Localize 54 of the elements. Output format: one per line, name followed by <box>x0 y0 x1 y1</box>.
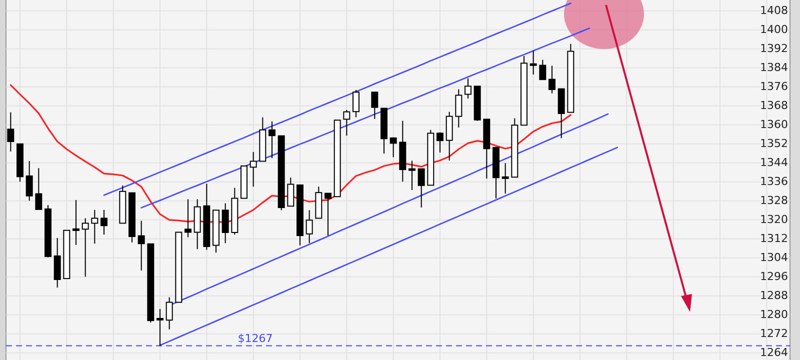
candlestick <box>502 162 509 194</box>
y-tick-label: 1352 <box>760 136 788 150</box>
candlestick <box>91 209 98 244</box>
candlestick <box>446 111 453 162</box>
candlestick <box>343 109 350 136</box>
candlestick <box>530 50 537 76</box>
candlestick <box>324 192 332 236</box>
candlestick <box>250 151 257 188</box>
candlestick <box>100 209 108 236</box>
y-tick-label: 1400 <box>760 22 788 36</box>
candlestick <box>464 78 472 100</box>
candlestick <box>7 112 14 152</box>
candlestick <box>548 65 556 94</box>
y-tick-label: 1392 <box>760 42 788 55</box>
y-tick-label: 1264 <box>760 346 788 359</box>
candlestick <box>455 88 462 128</box>
y-tick-label: 1384 <box>760 60 788 74</box>
candlestick <box>436 132 444 153</box>
y-tick-label: 1272 <box>760 326 788 340</box>
candlestick <box>222 202 229 244</box>
candlestick <box>287 177 294 207</box>
y-tick-label: 1336 <box>760 174 788 188</box>
candlestick <box>418 168 425 208</box>
candlestick <box>35 168 42 210</box>
candlestick <box>390 136 397 158</box>
candlestick <box>268 120 276 159</box>
candlestick <box>82 218 89 278</box>
y-tick-label: 1360 <box>760 118 788 131</box>
candlestick <box>166 296 173 330</box>
y-tick-label: 1376 <box>760 80 788 93</box>
y-tick-label: 1320 <box>760 212 788 226</box>
candlestick <box>408 160 416 190</box>
y-tick-label: 1296 <box>760 270 788 283</box>
y-tick-label: 1328 <box>760 194 788 207</box>
ref-line-label: $1267 <box>238 332 273 345</box>
y-tick-label: 1312 <box>760 232 788 245</box>
candlestick <box>138 220 145 271</box>
candlestick <box>26 160 33 202</box>
y-tick-label: 1408 <box>760 4 788 17</box>
candlestick <box>156 308 164 346</box>
candlestick <box>72 199 80 246</box>
line-series <box>103 2 572 196</box>
candlestick <box>306 210 313 244</box>
y-tick-label: 1304 <box>760 250 788 264</box>
candlestick <box>184 198 192 238</box>
candlestick <box>352 90 360 118</box>
y-tick-label: 1368 <box>760 98 788 112</box>
candlestick <box>371 92 378 120</box>
y-tick-label: 1280 <box>760 308 788 321</box>
y-tick-label: 1288 <box>760 288 788 302</box>
line-series <box>140 28 590 208</box>
candlestick <box>539 59 546 80</box>
y-tick-label: 1344 <box>760 156 788 169</box>
candlestick <box>54 237 61 288</box>
